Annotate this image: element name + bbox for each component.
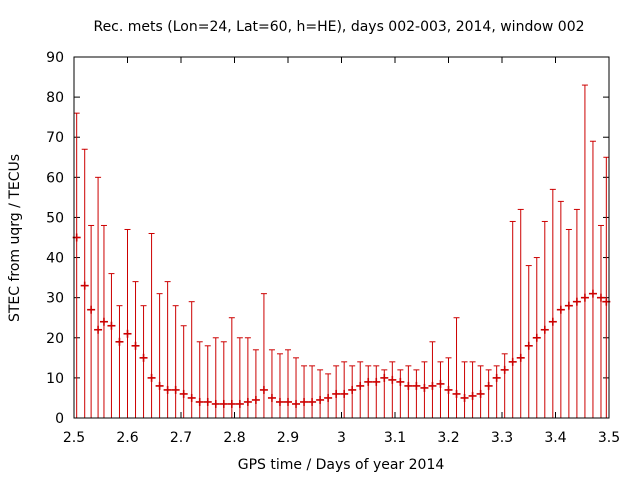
y-tick-label: 40 — [46, 251, 64, 267]
y-tick-label: 30 — [46, 291, 64, 307]
x-tick-label: 3.5 — [598, 430, 620, 446]
y-tick-label: 50 — [46, 210, 64, 226]
y-axis: 0 10 20 30 40 50 60 70 80 90 — [46, 50, 609, 427]
y-tick-label: 0 — [55, 411, 64, 427]
y-tick-label: 60 — [46, 170, 64, 186]
x-tick-label: 2.9 — [277, 430, 299, 446]
plot-frame — [73, 56, 610, 419]
y-tick-label: 20 — [46, 331, 64, 347]
x-tick-label: 2.8 — [223, 430, 245, 446]
x-tick-label: 2.7 — [170, 430, 192, 446]
x-tick-label: 2.6 — [116, 430, 138, 446]
x-axis-label: GPS time / Days of year 2014 — [238, 457, 445, 473]
x-tick-label: 3.2 — [437, 430, 459, 446]
data-series — [72, 84, 611, 418]
y-axis-label: STEC from uqrg / TECUs — [7, 154, 23, 322]
x-tick-label: 3 — [337, 430, 346, 446]
x-tick-label: 2.5 — [63, 430, 85, 446]
x-tick-label: 3.3 — [491, 430, 513, 446]
y-tick-label: 70 — [46, 130, 64, 146]
x-tick-label: 3.1 — [384, 430, 406, 446]
y-tick-label: 80 — [46, 90, 64, 106]
x-tick-label: 3.4 — [544, 430, 566, 446]
chart-title: Rec. mets (Lon=24, Lat=60, h=HE), days 0… — [93, 19, 584, 35]
y-tick-label: 90 — [46, 50, 64, 66]
y-tick-label: 10 — [46, 371, 64, 387]
x-axis: 2.5 2.6 2.7 2.8 2.9 3 3.1 3.2 3.3 3.4 3.5 — [63, 57, 620, 446]
